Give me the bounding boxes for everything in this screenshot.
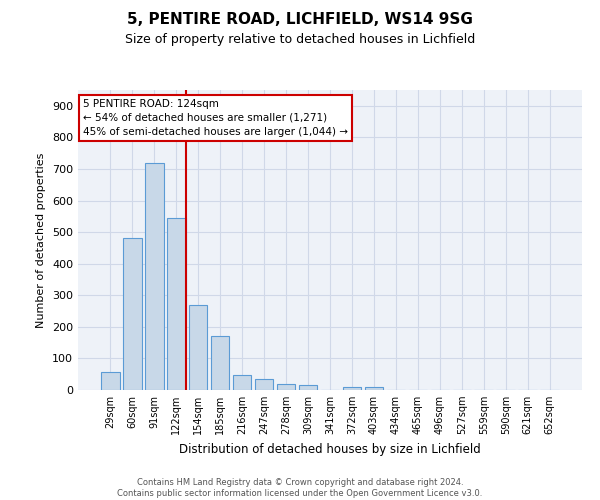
Bar xyxy=(277,384,295,390)
Bar xyxy=(299,386,317,390)
Bar xyxy=(255,379,274,390)
Text: 5, PENTIRE ROAD, LICHFIELD, WS14 9SG: 5, PENTIRE ROAD, LICHFIELD, WS14 9SG xyxy=(127,12,473,28)
Bar xyxy=(101,372,119,390)
Bar xyxy=(145,162,164,390)
Bar xyxy=(189,304,208,390)
Text: Size of property relative to detached houses in Lichfield: Size of property relative to detached ho… xyxy=(125,32,475,46)
Text: 5 PENTIRE ROAD: 124sqm
← 54% of detached houses are smaller (1,271)
45% of semi-: 5 PENTIRE ROAD: 124sqm ← 54% of detached… xyxy=(83,99,348,137)
X-axis label: Distribution of detached houses by size in Lichfield: Distribution of detached houses by size … xyxy=(179,442,481,456)
Bar xyxy=(233,376,251,390)
Bar xyxy=(123,238,142,390)
Bar xyxy=(211,336,229,390)
Bar xyxy=(365,388,383,390)
Y-axis label: Number of detached properties: Number of detached properties xyxy=(37,152,46,328)
Bar xyxy=(167,218,185,390)
Text: Contains HM Land Registry data © Crown copyright and database right 2024.
Contai: Contains HM Land Registry data © Crown c… xyxy=(118,478,482,498)
Bar xyxy=(343,388,361,390)
